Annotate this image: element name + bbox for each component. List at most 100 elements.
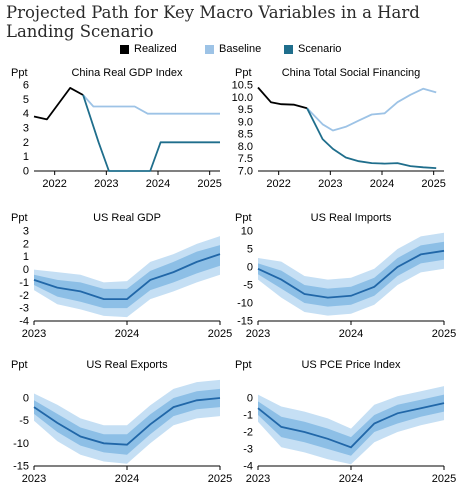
chart-title: China Total Social Financing [282,67,421,79]
x-tick-label: 2022 [266,178,290,190]
y-tick-label: -1 [19,277,29,289]
chart-title: China Real GDP Index [71,67,183,79]
median-line [257,402,445,449]
series-line-scenario [82,94,220,172]
y-axis-label: Ppt [235,212,252,224]
x-tick-label: 2023 [94,178,118,190]
y-tick-label: 0 [23,393,29,405]
median-line [257,249,445,299]
y-tick-label: -4 [19,316,29,328]
y-tick-label: -15 [237,316,253,328]
y-tick-label: 3 [23,123,29,135]
chart-us-real-exports: US Real Exports Ppt -15 -10 -5 0 2023 2024 2025 [11,359,232,485]
y-axis-label: Ppt [235,67,252,79]
y-tick-label: -2 [243,427,253,439]
y-tick-label: 0 [247,393,253,405]
y-tick-label: -3 [19,303,29,315]
legend-label-scenario: Scenario [298,43,342,55]
x-tick-label: 2023 [246,328,270,340]
series-line-baseline [82,94,220,115]
series-line-baseline [306,87,437,132]
inner-confidence-band [258,394,444,456]
y-tick-label: 2 [23,137,29,149]
inner-confidence-band [34,245,220,309]
y-tick-label: 4 [23,108,29,120]
series-line-scenario [306,107,437,169]
median-line [33,397,221,446]
y-tick-label: 5 [23,94,29,106]
y-tick-label: -2 [19,290,29,302]
x-tick-label: 2024 [370,178,394,190]
x-tick-label: 2023 [22,473,46,485]
y-axis-label: Ppt [11,67,28,79]
median-line [33,253,221,300]
y-tick-label: -5 [19,415,29,427]
page-title: Projected Path for Key Macro Variables i… [6,3,420,41]
y-tick-label: -4 [243,461,253,473]
y-tick-label: 8.0 [238,141,253,153]
chart-us-real-imports: US Real Imports Ppt -15 -10 -5 0 5 10 2023 2024 20… [235,212,456,340]
y-tick-label: 5 [247,244,253,256]
legend-item-baseline: Baseline [205,41,261,57]
series-line-realized [257,86,308,110]
y-tick-label: 0 [23,264,29,276]
y-tick-label: 10.5 [232,80,253,92]
y-tick-label: -10 [237,298,253,310]
legend: Realized Baseline Scenario [0,41,466,57]
y-tick-label: 10 [241,226,253,238]
x-tick-label: 2025 [432,473,456,485]
legend-swatch-realized [120,44,129,54]
x-tick-label: 2024 [146,178,170,190]
chart-title: US Real GDP [93,212,161,224]
y-axis-label: Ppt [11,359,28,371]
y-tick-label: 3 [23,226,29,238]
chart-us-pce-price-index: US PCE Price Index Ppt -4 -3 -2 -1 0 2023 2024 20… [235,359,456,485]
x-tick-label: 2024 [339,473,363,485]
legend-swatch-baseline [205,44,214,54]
y-tick-label: -15 [13,461,29,473]
chart-title: US Real Exports [86,359,168,371]
y-tick-label: 0 [247,262,253,274]
chart-title: US Real Imports [311,212,392,224]
x-tick-label: 2023 [246,473,270,485]
y-tick-label: -3 [243,444,253,456]
x-tick-label: 2025 [421,178,445,190]
y-tick-label: -10 [13,438,29,450]
chart-china-total-social-financing: China Total Social Financing Ppt 7.07.58.0… [232,67,446,190]
y-tick-label: 2 [23,238,29,250]
legend-item-scenario: Scenario [284,41,341,57]
y-tick-label: 1 [23,251,29,263]
inner-confidence-band [258,241,444,307]
series-line-realized [33,86,84,121]
y-axis-label: Ppt [235,359,252,371]
y-tick-label: 9.5 [238,104,253,116]
chart-title: US PCE Price Index [301,359,401,371]
y-axis-label: Ppt [11,212,28,224]
x-tick-label: 2023 [318,178,342,190]
y-tick-label: 1 [23,151,29,163]
x-tick-label: 2025 [197,178,221,190]
x-tick-label: 2025 [208,328,232,340]
y-tick-label: 10.0 [232,92,253,104]
x-tick-label: 2022 [42,178,66,190]
legend-item-realized: Realized [120,41,177,57]
y-tick-label: -1 [243,410,253,422]
x-tick-label: 2025 [208,473,232,485]
y-tick-label: -5 [243,280,253,292]
x-tick-label: 2025 [432,328,456,340]
x-tick-label: 2023 [22,328,46,340]
y-tick-label: 8.5 [238,129,253,141]
y-tick-label: 7.0 [238,166,253,178]
y-tick-label: 0 [23,166,29,178]
y-tick-label: 9.0 [238,116,253,128]
legend-label-baseline: Baseline [219,43,262,55]
legend-label-realized: Realized [134,43,177,55]
x-tick-label: 2024 [115,328,139,340]
inner-confidence-band [34,388,220,455]
chart-china-real-gdp: China Real GDP Index Ppt 0 1 2 3 4 5 6 2022 2023 20… [11,67,222,190]
y-tick-label: 6 [23,80,29,92]
x-tick-label: 2024 [115,473,139,485]
x-tick-label: 2024 [339,328,363,340]
y-tick-label: 7.5 [238,153,253,165]
